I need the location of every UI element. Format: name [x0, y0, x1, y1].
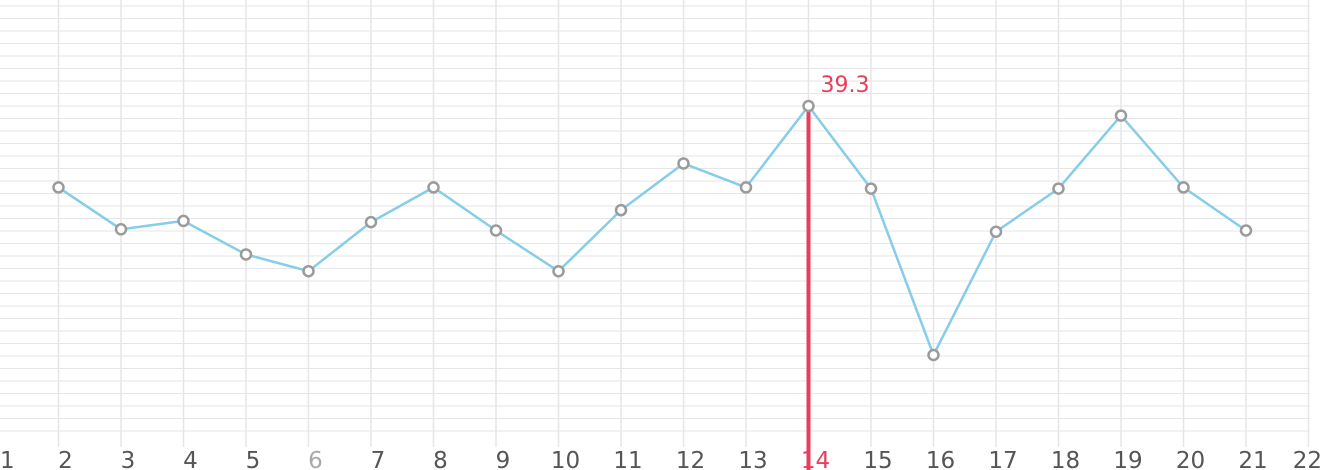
- x-tick-label: 16: [926, 448, 955, 470]
- data-point: [614, 203, 628, 217]
- data-point: [364, 215, 378, 229]
- x-tick-label: 10: [551, 448, 580, 470]
- data-point: [114, 223, 128, 236]
- data-point: [1177, 181, 1190, 194]
- x-tick-label: 11: [613, 448, 642, 470]
- data-point: [177, 214, 190, 228]
- data-point: [989, 225, 1003, 238]
- x-tick-label: 15: [863, 448, 892, 470]
- x-tick-label: 1: [0, 448, 15, 470]
- data-point: [1114, 109, 1128, 122]
- data-point: [489, 224, 503, 237]
- data-point: [864, 182, 878, 195]
- x-tick-label: 20: [1176, 448, 1205, 470]
- x-tick-label: 5: [246, 448, 261, 470]
- x-tick-label: 3: [121, 448, 136, 470]
- series-line: [57, 104, 1248, 357]
- x-tick-label: 6: [308, 448, 323, 470]
- x-tick-label: 8: [433, 448, 448, 470]
- x-tick-label: 17: [988, 448, 1017, 470]
- data-point: [302, 264, 315, 278]
- x-tick-label: 4: [183, 448, 198, 470]
- data-point: [52, 181, 65, 194]
- x-tick-label: 18: [1051, 448, 1080, 470]
- data-point: [239, 248, 253, 261]
- x-tick-label: 12: [676, 448, 705, 470]
- data-point: [927, 348, 940, 362]
- x-tick-label: 9: [496, 448, 511, 470]
- data-point: [802, 99, 815, 113]
- x-tick-label: 13: [738, 448, 767, 470]
- data-point: [1052, 182, 1065, 195]
- x-tick-label: 19: [1113, 448, 1142, 470]
- selected-value-label: 39.3: [821, 73, 870, 98]
- x-tick-label: 21: [1238, 448, 1267, 470]
- data-point: [427, 181, 440, 194]
- x-tick-label: 14: [801, 448, 830, 470]
- data-point: [677, 157, 690, 170]
- x-tick-label: 7: [371, 448, 386, 470]
- data-point: [1239, 224, 1253, 237]
- data-point: [552, 264, 565, 278]
- x-tick-label: 2: [58, 448, 73, 470]
- data-point: [739, 181, 753, 194]
- x-tick-label: 22: [1293, 448, 1322, 470]
